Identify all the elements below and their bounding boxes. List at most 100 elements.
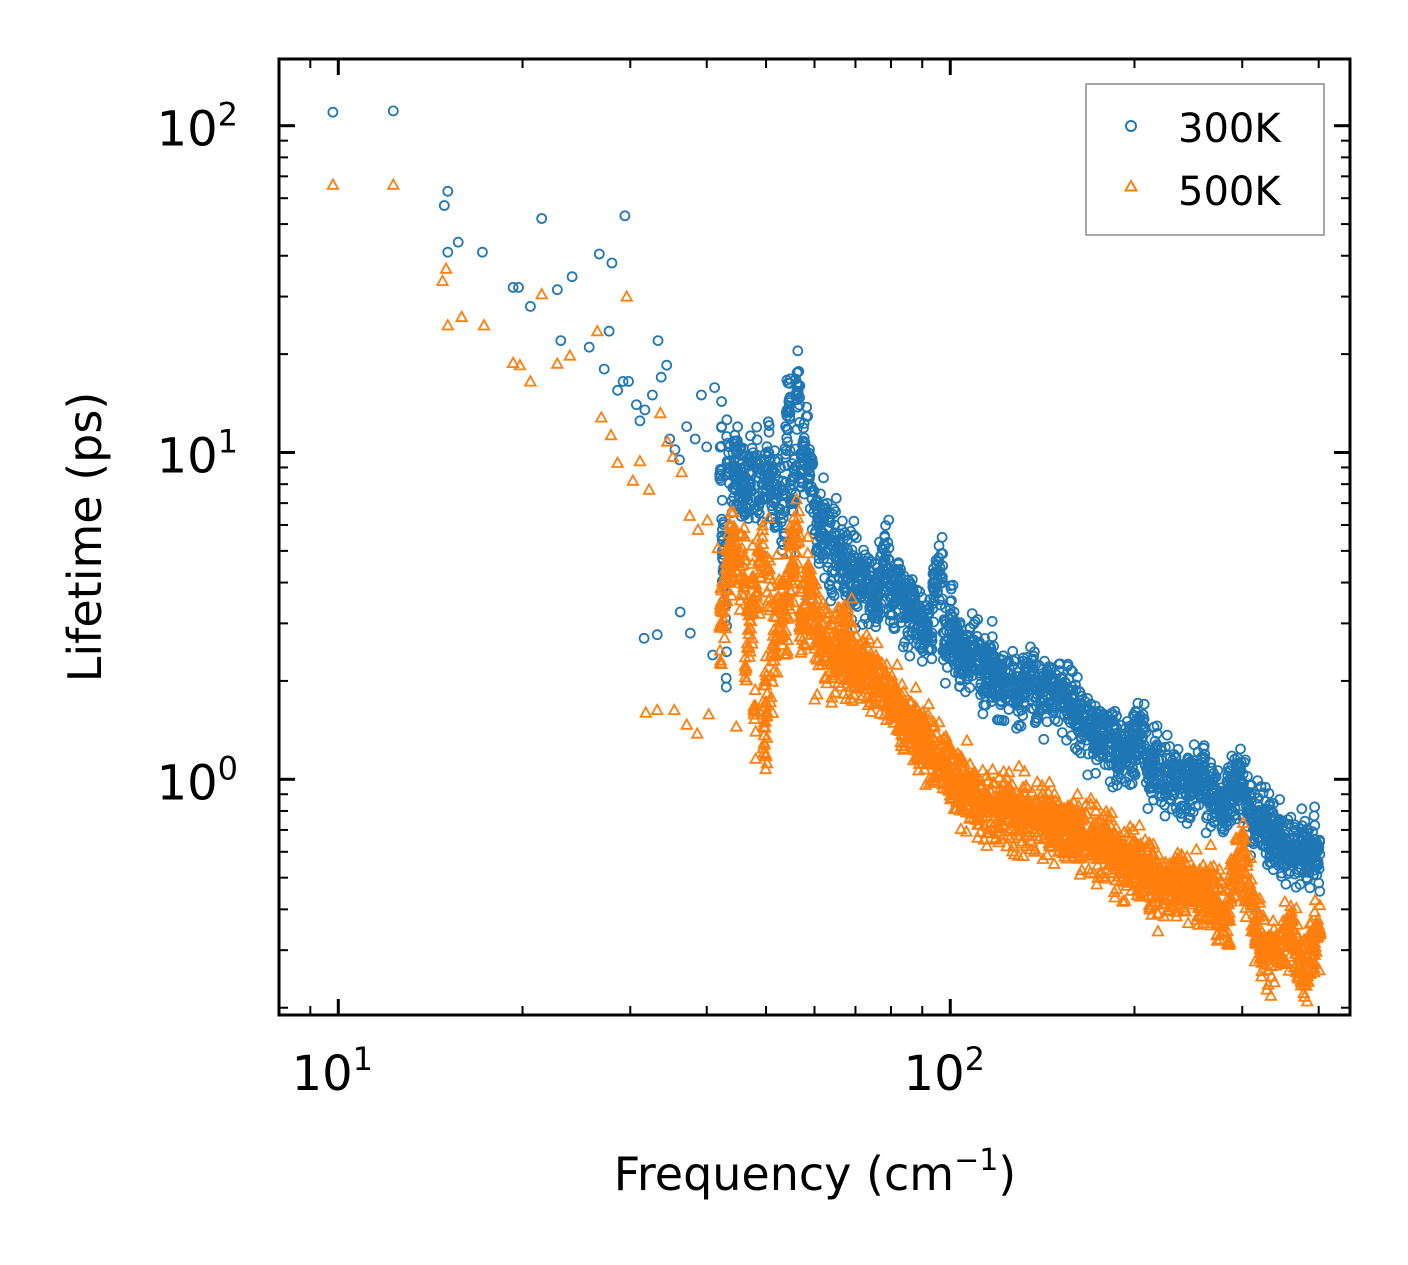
data-point-500k bbox=[1307, 904, 1322, 917]
data-point-300k bbox=[1165, 794, 1177, 806]
data-point-500k bbox=[1019, 778, 1033, 791]
data-point-500k bbox=[718, 561, 733, 574]
data-point-500k bbox=[980, 838, 994, 851]
data-point-300k bbox=[830, 492, 842, 504]
data-point-300k bbox=[748, 503, 760, 515]
data-point-300k bbox=[845, 591, 857, 603]
data-point-500k bbox=[770, 547, 784, 560]
data-point-300k bbox=[1132, 735, 1144, 747]
data-point-500k bbox=[759, 674, 774, 687]
data-point-300k bbox=[1220, 802, 1232, 813]
data-point-300k bbox=[1220, 797, 1231, 809]
data-point-300k bbox=[774, 480, 786, 492]
data-point-300k bbox=[1099, 759, 1111, 770]
data-point-500k bbox=[757, 737, 772, 750]
data-point-300k bbox=[972, 649, 984, 660]
data-point-300k bbox=[751, 463, 763, 475]
data-point-500k bbox=[1002, 831, 1017, 844]
data-point-300k bbox=[769, 522, 781, 533]
data-point-300k bbox=[825, 595, 837, 607]
data-point-500k bbox=[1267, 975, 1282, 988]
data-point-300k bbox=[737, 501, 749, 513]
data-point-500k bbox=[890, 657, 904, 670]
data-point-300k bbox=[612, 384, 623, 396]
data-point-300k bbox=[782, 436, 793, 448]
data-point-300k bbox=[1220, 817, 1232, 829]
data-point-300k bbox=[889, 563, 901, 575]
data-point-300k bbox=[1103, 715, 1114, 727]
data-point-500k bbox=[1238, 885, 1252, 898]
data-point-300k bbox=[811, 505, 823, 517]
data-point-500k bbox=[975, 763, 990, 776]
data-point-300k bbox=[1111, 721, 1122, 733]
data-point-300k bbox=[1256, 807, 1267, 819]
data-point-300k bbox=[856, 573, 868, 585]
data-point-500k bbox=[1308, 892, 1322, 906]
data-point-500k bbox=[801, 546, 815, 559]
data-point-500k bbox=[1174, 896, 1188, 909]
data-point-300k bbox=[1025, 668, 1036, 680]
data-point-500k bbox=[916, 715, 931, 729]
data-point-300k bbox=[1276, 870, 1287, 882]
data-point-300k bbox=[1212, 792, 1224, 803]
data-point-300k bbox=[819, 572, 831, 584]
data-point-300k bbox=[945, 580, 956, 592]
data-point-300k bbox=[812, 511, 824, 522]
data-point-500k bbox=[1277, 921, 1291, 934]
data-point-300k bbox=[769, 454, 781, 466]
data-point-500k bbox=[791, 510, 805, 524]
data-point-500k bbox=[966, 810, 981, 823]
data-point-300k bbox=[1138, 698, 1150, 710]
data-point-300k bbox=[1255, 781, 1267, 792]
data-point-300k bbox=[1013, 719, 1025, 731]
data-point-300k bbox=[709, 382, 720, 394]
data-point-300k bbox=[1295, 851, 1306, 862]
data-point-300k bbox=[452, 236, 464, 248]
data-point-300k bbox=[1235, 765, 1247, 777]
data-point-300k bbox=[732, 421, 743, 433]
data-point-500k bbox=[937, 730, 951, 743]
data-point-300k bbox=[888, 623, 900, 634]
data-point-500k bbox=[1278, 894, 1292, 907]
data-point-300k bbox=[1149, 752, 1160, 764]
data-point-500k bbox=[718, 594, 732, 607]
data-point-300k bbox=[638, 632, 650, 644]
data-point-500k bbox=[1210, 933, 1224, 946]
data-point-300k bbox=[387, 105, 399, 117]
data-point-500k bbox=[970, 830, 985, 843]
data-point-500k bbox=[810, 592, 825, 605]
data-point-300k bbox=[1014, 675, 1026, 686]
data-point-300k bbox=[551, 284, 563, 296]
data-point-500k bbox=[909, 680, 923, 693]
data-point-500k bbox=[1179, 904, 1193, 917]
data-point-500k bbox=[1132, 818, 1147, 831]
data-point-300k bbox=[1207, 779, 1219, 791]
data-point-300k bbox=[1148, 794, 1159, 806]
data-point-300k bbox=[964, 623, 976, 634]
data-point-300k bbox=[1065, 698, 1077, 710]
data-point-300k bbox=[758, 479, 770, 491]
data-point-300k bbox=[1010, 653, 1022, 665]
data-point-300k bbox=[1187, 776, 1199, 788]
data-point-300k bbox=[716, 494, 728, 506]
data-point-300k bbox=[603, 325, 615, 337]
data-point-300k bbox=[742, 459, 754, 471]
data-point-500k bbox=[1107, 884, 1122, 897]
data-point-500k bbox=[980, 768, 994, 781]
data-point-300k bbox=[696, 389, 707, 401]
data-point-300k bbox=[1017, 690, 1028, 702]
data-point-300k bbox=[1271, 817, 1282, 829]
data-point-300k bbox=[1187, 794, 1198, 806]
data-point-500k bbox=[733, 559, 748, 572]
data-point-300k bbox=[790, 468, 802, 480]
data-point-500k bbox=[1223, 868, 1237, 881]
data-point-300k bbox=[937, 548, 948, 560]
data-point-500k bbox=[1014, 823, 1028, 836]
data-point-300k bbox=[927, 603, 939, 615]
data-point-300k bbox=[735, 472, 746, 483]
data-point-500k bbox=[761, 600, 776, 613]
data-point-500k bbox=[922, 775, 937, 788]
data-point-300k bbox=[724, 463, 735, 475]
data-point-300k bbox=[1053, 690, 1065, 702]
data-point-500k bbox=[1028, 842, 1043, 855]
